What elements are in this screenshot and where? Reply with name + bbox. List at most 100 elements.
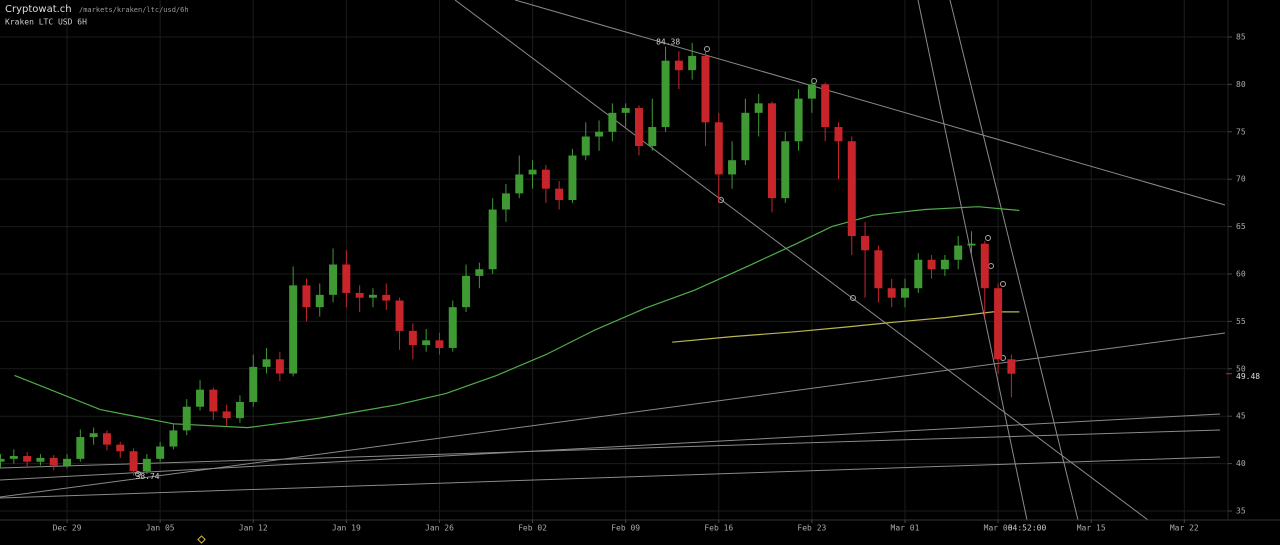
candle (648, 98, 657, 151)
candle (767, 101, 776, 213)
candle-body (488, 209, 497, 270)
y-tick-label: 40 (1236, 459, 1246, 468)
candle (435, 332, 444, 355)
trendline (0, 332, 1226, 498)
candle (182, 399, 191, 436)
trendline (949, 0, 1079, 521)
candle (741, 98, 750, 165)
candle (209, 387, 218, 420)
candle (488, 198, 497, 274)
candle (714, 112, 723, 203)
candle-body (914, 259, 923, 289)
candle (262, 347, 271, 374)
candle-body (156, 446, 165, 459)
pivot (985, 235, 991, 241)
candle-body (661, 60, 670, 128)
candle (874, 245, 883, 303)
candle (116, 441, 125, 458)
candle-body (448, 307, 457, 348)
candle (475, 262, 484, 289)
candle-body (102, 433, 111, 445)
time-label: 04:52:00 (1008, 524, 1047, 533)
pivot (850, 295, 856, 301)
candle-body (847, 141, 856, 237)
candle (781, 131, 790, 203)
candle (794, 89, 803, 151)
event-marker[interactable] (197, 535, 206, 544)
candle-body (555, 188, 564, 201)
candle (994, 283, 1003, 374)
candle (701, 51, 710, 146)
candle (142, 454, 151, 475)
candle-body (23, 456, 32, 462)
pivot (135, 471, 141, 477)
candle (289, 266, 298, 377)
candle (541, 164, 550, 203)
candle-body (900, 288, 909, 298)
market-label: Kraken LTC USD 6H (5, 18, 87, 27)
x-tick-label: Feb 09 (611, 524, 640, 533)
candle (807, 79, 816, 113)
x-tick-label: Mar 01 (891, 524, 920, 533)
candle-body (967, 243, 976, 246)
candle-body (275, 359, 284, 374)
candle (63, 454, 72, 469)
candle-body (794, 98, 803, 142)
candle-body (754, 103, 763, 113)
candle-body (701, 55, 710, 123)
candle (196, 380, 205, 411)
candle-body (714, 122, 723, 175)
candle (927, 255, 936, 279)
candle (102, 430, 111, 451)
candle-body (595, 131, 604, 137)
candle-body (648, 127, 657, 146)
candle-body (408, 330, 417, 346)
candle-body (807, 84, 816, 99)
candle (275, 351, 284, 382)
y-tick-label: 60 (1236, 269, 1246, 278)
candle-body (142, 458, 151, 472)
x-tick-label: Jan 26 (425, 524, 454, 533)
candle (36, 454, 45, 466)
candle-body (209, 389, 218, 412)
candle-body (89, 433, 98, 438)
url-path: /markets/kraken/ltc/usd/6h (79, 6, 189, 14)
candle-body (0, 458, 5, 462)
candle-body (422, 340, 431, 346)
trendlines (0, 0, 1226, 521)
candle-body (368, 294, 377, 298)
x-tick-label: Dec 29 (53, 524, 82, 533)
candle-body (196, 389, 205, 407)
candle-body (528, 169, 537, 175)
candle (528, 160, 537, 189)
x-tick-label: Feb 23 (797, 524, 826, 533)
candle (847, 136, 856, 256)
candle (887, 278, 896, 308)
y-tick-label: 45 (1236, 412, 1246, 421)
candle-body (63, 458, 72, 466)
trendline (0, 413, 1221, 481)
candle (329, 248, 338, 303)
candle (515, 155, 524, 199)
candle-body (927, 259, 936, 270)
candle (235, 395, 244, 423)
candle (342, 250, 351, 308)
candle-body (887, 288, 896, 298)
candle-body (395, 300, 404, 331)
candle-body (688, 55, 697, 71)
candle (821, 82, 830, 142)
candle-body (329, 264, 338, 295)
candle (395, 297, 404, 350)
candle (967, 231, 976, 256)
candle-body (634, 108, 643, 146)
candle-body (249, 366, 258, 402)
time-label-bg (1009, 522, 1045, 534)
candle (249, 354, 258, 407)
site-name: Cryptowat.ch (5, 4, 72, 15)
candle (368, 288, 377, 308)
y-tick-label: 35 (1236, 506, 1246, 515)
candle-body (222, 411, 231, 419)
candle (980, 240, 989, 317)
